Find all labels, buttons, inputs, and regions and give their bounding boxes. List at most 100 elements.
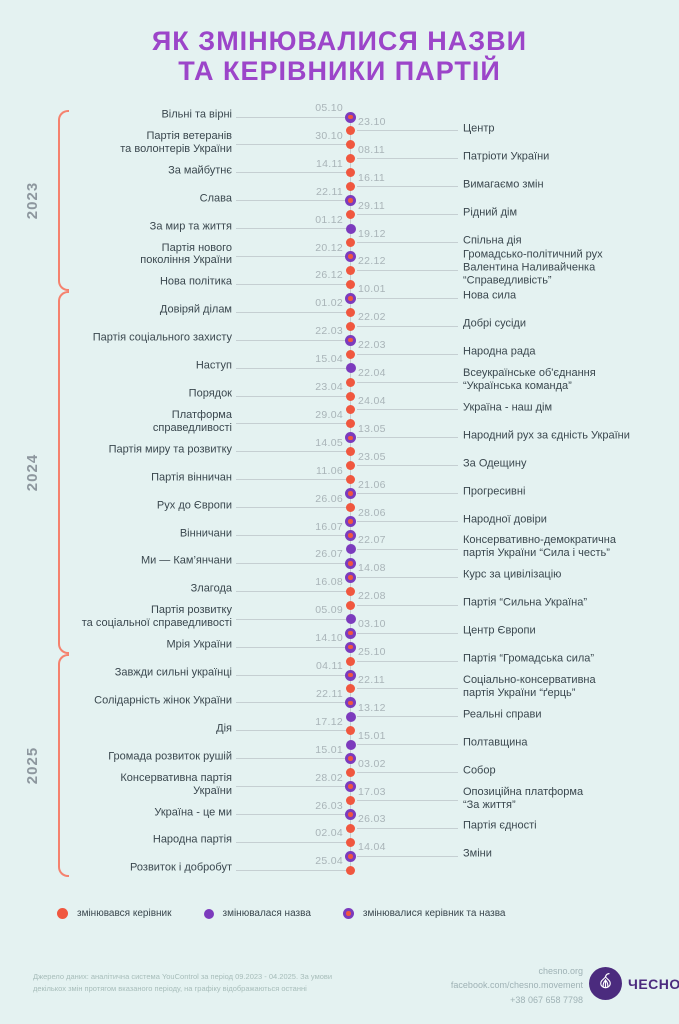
timeline-dot-leader bbox=[346, 307, 355, 317]
connector-line bbox=[357, 772, 458, 774]
page-title-line1: ЯК ЗМІНЮВАЛИСЯ НАЗВИ bbox=[151, 26, 528, 56]
connector-line bbox=[357, 269, 458, 271]
timeline-dot-both bbox=[345, 697, 356, 709]
page-title: ЯК ЗМІНЮВАЛИСЯ НАЗВИ ТА КЕРІВНИКИ ПАРТІЙ bbox=[0, 26, 679, 86]
party-name: Дія bbox=[216, 722, 232, 735]
year-bracket-2024 bbox=[58, 291, 69, 655]
connector-line bbox=[357, 604, 458, 606]
connector-line bbox=[236, 758, 346, 760]
connector-line bbox=[357, 465, 458, 467]
entry-date: 20.12 bbox=[315, 241, 343, 254]
entry-date: 03.02 bbox=[358, 757, 386, 770]
contact-website: chesno.org bbox=[538, 966, 583, 976]
timeline-dot-leader bbox=[346, 210, 355, 220]
party-name: Ми — Кам’янчани bbox=[140, 554, 232, 567]
entry-date: 22.08 bbox=[358, 590, 386, 603]
party-name: Народний рух за єдність України bbox=[463, 429, 630, 442]
timeline-dot-leader bbox=[346, 279, 355, 289]
connector-line bbox=[357, 660, 458, 662]
connector-line bbox=[357, 493, 458, 495]
leader-core bbox=[348, 533, 353, 538]
party-name: Центр Європи bbox=[463, 624, 536, 637]
connector-line bbox=[357, 521, 458, 523]
connector-line bbox=[236, 451, 346, 453]
timeline-dot-name bbox=[345, 363, 356, 374]
timeline-dot-leader bbox=[346, 726, 355, 736]
legend-label: змінювалася назва bbox=[222, 908, 311, 919]
legend: змінювався керівник змінювалася назва змін… bbox=[57, 908, 506, 919]
party-name: Народна партія bbox=[152, 833, 232, 846]
party-name: Консервативно-демократична партія Україн… bbox=[463, 534, 616, 560]
party-name: Соціально-консервативна партія України “… bbox=[463, 673, 596, 699]
connector-line bbox=[236, 814, 346, 815]
timeline-dot-both bbox=[345, 292, 356, 304]
timeline-dot-leader bbox=[346, 349, 355, 359]
timeline-dot-both bbox=[345, 251, 356, 262]
year-label-2023: 2023 bbox=[16, 169, 50, 233]
party-name: Порядок bbox=[188, 387, 232, 400]
page-title-line2: ТА КЕРІВНИКИ ПАРТІЙ bbox=[178, 56, 501, 87]
connector-line bbox=[236, 339, 346, 341]
connector-line bbox=[236, 172, 346, 174]
timeline-dot-leader bbox=[346, 265, 355, 275]
connector-line bbox=[236, 283, 346, 285]
timeline-dot-both bbox=[345, 627, 356, 639]
party-name: Наступ bbox=[195, 359, 232, 372]
legend-label: змінювалися керівник та назва bbox=[362, 908, 506, 919]
connector-line bbox=[357, 800, 458, 802]
entry-date: 17.12 bbox=[315, 715, 343, 728]
leader-core bbox=[348, 575, 353, 580]
party-name: Нова політика bbox=[159, 275, 232, 288]
party-name: Громадсько-політичний рух Валентина Нали… bbox=[463, 248, 603, 287]
party-name: Народна рада bbox=[463, 345, 536, 358]
year-text: 2023 bbox=[24, 182, 42, 220]
entry-date: 05.09 bbox=[315, 604, 343, 617]
connector-line bbox=[357, 158, 458, 160]
entry-date: 22.07 bbox=[358, 534, 386, 547]
leader-core bbox=[348, 519, 353, 524]
timeline-dot-leader bbox=[346, 447, 355, 457]
connector-line bbox=[357, 576, 458, 578]
entry-date: 29.11 bbox=[358, 199, 385, 212]
chesno-logo bbox=[589, 967, 622, 1000]
party-name: Злагода bbox=[190, 582, 232, 595]
party-name: За мир та життя bbox=[149, 220, 232, 233]
entry-date: 01.02 bbox=[315, 297, 343, 310]
connector-line bbox=[236, 423, 346, 425]
entry-date: 03.10 bbox=[358, 618, 386, 631]
entry-date: 16.07 bbox=[315, 520, 343, 533]
entry-date: 16.08 bbox=[315, 576, 343, 589]
timeline-dot-leader bbox=[346, 600, 355, 610]
timeline-dot-both bbox=[345, 530, 356, 541]
entry-date: 13.12 bbox=[358, 701, 386, 714]
party-name: Партія єдності bbox=[463, 819, 537, 832]
timeline-dot-leader bbox=[346, 865, 355, 875]
entry-date: 02.04 bbox=[315, 827, 343, 840]
entry-date: 22.02 bbox=[358, 311, 386, 324]
timeline-dot-leader bbox=[346, 768, 355, 778]
party-name: Собор bbox=[463, 764, 496, 777]
connector-line bbox=[357, 353, 458, 355]
party-name: Нова сила bbox=[463, 289, 517, 302]
timeline-dot-both bbox=[345, 669, 356, 681]
entry-date: 23.10 bbox=[358, 115, 386, 128]
timeline-dot-leader bbox=[346, 586, 355, 596]
timeline-dot-leader bbox=[346, 823, 355, 833]
connector-line bbox=[236, 618, 346, 620]
entry-date: 24.04 bbox=[358, 394, 386, 407]
leader-core bbox=[348, 812, 353, 817]
connector-line bbox=[236, 702, 346, 704]
party-name: Розвиток і добробут bbox=[130, 861, 232, 874]
connector-line bbox=[357, 409, 458, 411]
entry-date: 19.12 bbox=[358, 227, 386, 240]
leader-core bbox=[348, 491, 353, 496]
timeline-dot-both bbox=[345, 432, 356, 444]
entry-date: 22.11 bbox=[316, 185, 343, 198]
leader-core bbox=[348, 435, 353, 441]
entry-date: 14.11 bbox=[316, 157, 343, 170]
timeline-dot-leader bbox=[346, 238, 355, 248]
connector-line bbox=[236, 144, 346, 146]
leader-core bbox=[348, 672, 353, 678]
timeline-dot-name bbox=[345, 739, 356, 750]
